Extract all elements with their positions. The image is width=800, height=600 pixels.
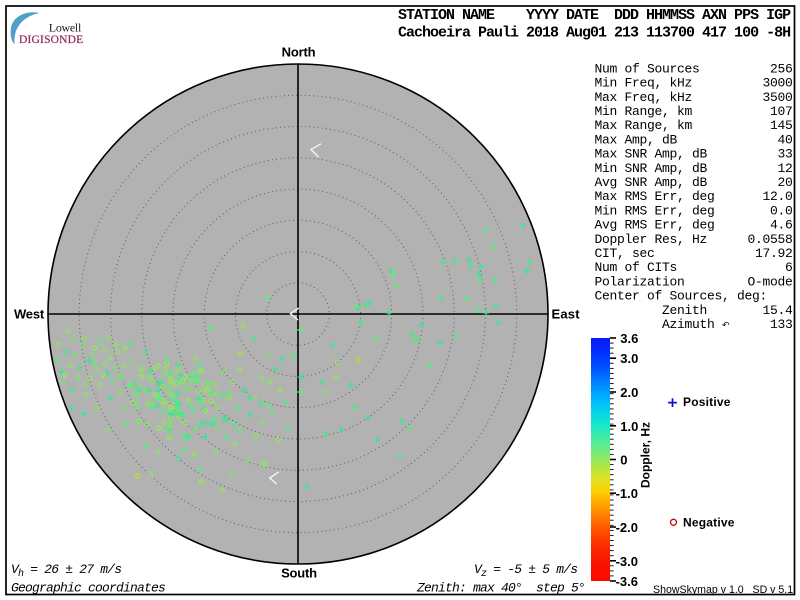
svg-text:West: West [14,307,45,322]
svg-text:-2.0: -2.0 [616,520,638,535]
svg-text:Negative: Negative [683,516,735,530]
svg-text:0.0558: 0.0558 [747,232,792,247]
svg-text:145: 145 [770,118,793,133]
svg-text:133: 133 [770,317,793,332]
svg-text:Avg SNR Amp, dB: Avg SNR Amp, dB [595,175,708,190]
svg-text:Max Range, km: Max Range, km [595,118,693,133]
svg-text:107: 107 [770,104,793,119]
svg-text:6: 6 [785,260,793,275]
svg-text:East: East [552,307,581,322]
svg-text:Positive: Positive [683,395,731,409]
svg-text:Min Freq, kHz: Min Freq, kHz [595,76,693,91]
svg-text:2.0: 2.0 [620,385,638,400]
svg-text:33: 33 [777,147,792,162]
svg-text:Doppler, Hz: Doppler, Hz [639,422,653,488]
svg-text:0: 0 [620,453,627,468]
svg-text:3.0: 3.0 [620,351,638,366]
svg-text:256: 256 [770,61,793,76]
svg-text:Geographic coordinates: Geographic coordinates [11,581,165,596]
svg-text:STATION NAME YYYY DATE DDD: STATION NAME YYYY DATE DDD HHMMSS AXN PP… [398,7,791,24]
svg-text:3.6: 3.6 [620,331,638,346]
svg-text:Polarization: Polarization [595,274,685,289]
svg-text:Zenith: max 40° step 5°: Zenith: max 40° step 5° [416,581,585,596]
svg-text:40: 40 [777,132,792,147]
svg-text:Max SNR Amp, dB: Max SNR Amp, dB [595,147,708,162]
svg-text:-3.6: -3.6 [616,574,638,589]
svg-text:Zenith: Zenith [595,303,708,318]
svg-text:Max RMS Err, deg: Max RMS Err, deg [595,189,715,204]
svg-text:ShowSkymap v 1.0 SD v 5.1: ShowSkymap v 1.0 SD v 5.1 [653,584,793,596]
svg-text:12.0: 12.0 [762,189,792,204]
svg-text:Azimuth ↶: Azimuth ↶ [595,317,731,332]
svg-text:-3.0: -3.0 [616,554,638,569]
svg-text:3000: 3000 [762,76,792,91]
svg-text:O-mode: O-mode [747,274,792,289]
svg-text:0.0: 0.0 [770,203,793,218]
svg-text:Max Amp, dB: Max Amp, dB [595,132,678,147]
svg-text:Min Range, km: Min Range, km [595,104,693,119]
svg-text:Num of Sources: Num of Sources [595,61,700,76]
svg-text:12: 12 [777,161,792,176]
svg-text:15.4: 15.4 [762,303,793,318]
svg-text:Lowell: Lowell [49,21,82,35]
svg-text:Vz = -5 ± 5 m/s: Vz = -5 ± 5 m/s [474,562,577,580]
svg-text:CIT, sec: CIT, sec [595,246,655,261]
svg-text:Num of CITs: Num of CITs [595,260,678,275]
svg-text:Min RMS Err, deg: Min RMS Err, deg [595,203,715,218]
svg-text:Vh = 26 ± 27 m/s: Vh = 26 ± 27 m/s [11,562,121,580]
svg-text:3500: 3500 [762,90,792,105]
svg-text:4.6: 4.6 [770,218,793,233]
svg-text:Cachoeira Pauli 2018 Aug01 213: Cachoeira Pauli 2018 Aug01 213 113700 41… [398,25,790,42]
svg-text:1.0: 1.0 [620,419,638,434]
svg-text:Center of Sources, deg:: Center of Sources, deg: [595,289,768,304]
svg-text:17.92: 17.92 [755,246,793,261]
svg-text:North: North [282,45,316,60]
svg-text:20: 20 [777,175,792,190]
svg-text:South: South [281,566,317,581]
svg-text:DIGISONDE: DIGISONDE [19,34,83,46]
svg-text:-1.0: -1.0 [616,486,638,501]
svg-text:Max Freq, kHz: Max Freq, kHz [595,90,693,105]
svg-text:Doppler Res, Hz: Doppler Res, Hz [595,232,708,247]
svg-text:Min SNR Amp, dB: Min SNR Amp, dB [595,161,708,176]
svg-text:Avg RMS Err, deg: Avg RMS Err, deg [595,218,715,233]
